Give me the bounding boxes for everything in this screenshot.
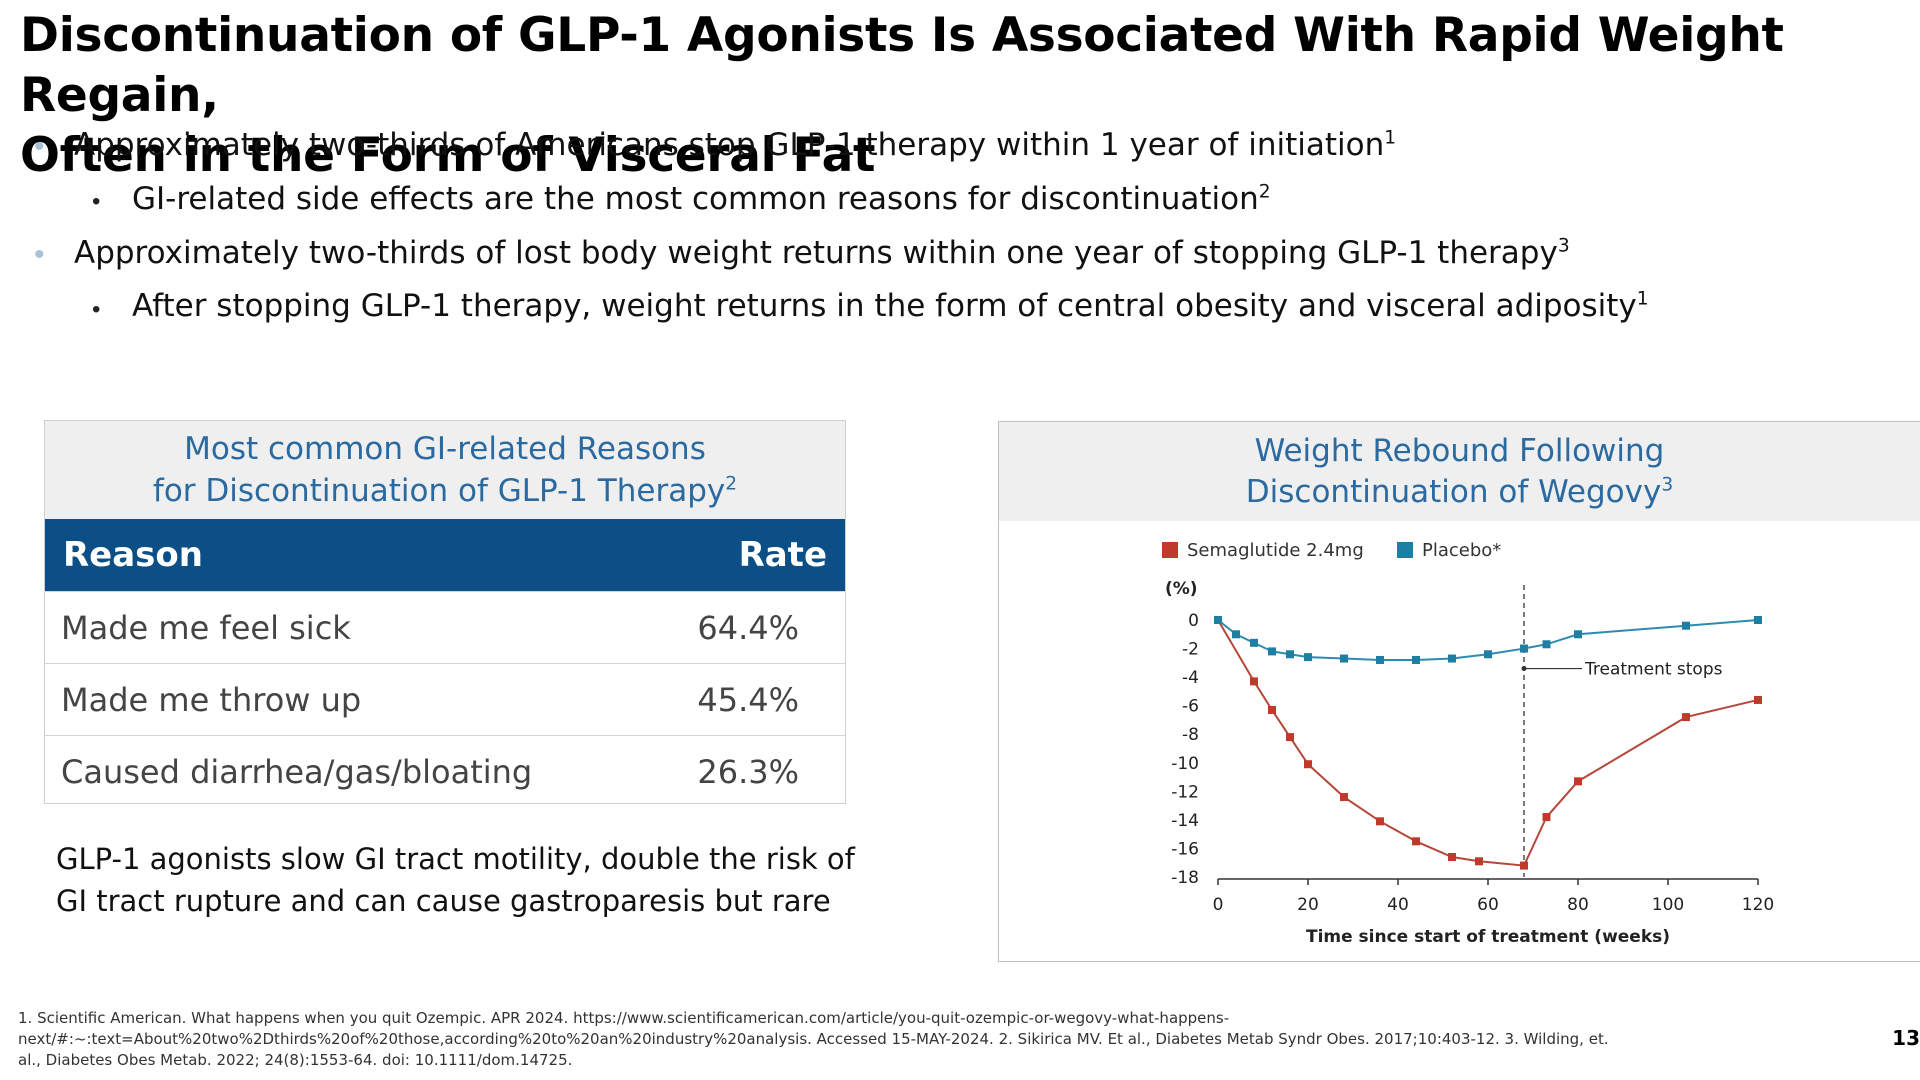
y-tick-label: -2: [1182, 640, 1199, 660]
data-point-placebo: [1542, 640, 1551, 649]
bullet-dot: •: [34, 130, 45, 163]
table-title: Most common GI-related Reasons for Disco…: [45, 421, 845, 519]
data-point-placebo: [1250, 638, 1258, 647]
data-point-placebo: [1376, 655, 1384, 664]
gi-risk-note: GLP-1 agonists slow GI tract motility, d…: [56, 838, 876, 922]
legend-swatch: [1397, 542, 1413, 558]
bullet-item-1: Approximately two-thirds of Americans st…: [74, 127, 1397, 163]
reference-line: al., Diabetes Obes Metab. 2022; 24(8):15…: [18, 1051, 573, 1069]
table-title-line2: for Discontinuation of GLP-1 Therapy2: [152, 473, 738, 509]
legend-label: Placebo*: [1422, 540, 1501, 561]
column-header-rate: Rate: [738, 535, 827, 575]
data-point-semaglutide: [1574, 777, 1582, 786]
x-tick-label: 40: [1387, 895, 1409, 915]
bullet-item-3: Approximately two-thirds of lost body we…: [74, 235, 1570, 271]
reason-cell: Caused diarrhea/gas/bloating: [61, 752, 533, 791]
rate-cell: 45.4%: [697, 680, 799, 719]
data-point-semaglutide: [1475, 857, 1483, 866]
column-header-reason: Reason: [63, 535, 203, 575]
table-row: Made me throw up 45.4%: [45, 663, 845, 735]
data-point-placebo: [1448, 654, 1456, 663]
data-point-semaglutide: [1376, 817, 1384, 826]
note-line2: GI tract rupture and can cause gastropar…: [56, 884, 831, 918]
slide-title-line1: Discontinuation of GLP-1 Agonists Is Ass…: [20, 8, 1784, 123]
data-point-semaglutide: [1286, 733, 1294, 742]
rate-cell: 26.3%: [697, 752, 799, 791]
data-point-placebo: [1574, 630, 1582, 639]
x-tick-label: 60: [1477, 895, 1499, 915]
y-tick-label: 0: [1188, 611, 1199, 631]
chart-title: Weight Rebound Following Discontinuation…: [999, 422, 1920, 521]
data-point-semaglutide: [1304, 760, 1312, 769]
reason-cell: Made me feel sick: [61, 608, 351, 647]
data-point-placebo: [1304, 653, 1312, 662]
chart-plot: Semaglutide 2.4mg Placebo* (%) 0 -2 -4 -6 -8 -10…: [1162, 540, 1774, 947]
note-line1: GLP-1 agonists slow GI tract motility, d…: [56, 842, 855, 876]
data-point-semaglutide: [1754, 695, 1762, 704]
y-tick-label: -14: [1171, 811, 1199, 831]
table-title-line1: Most common GI-related Reasons: [184, 431, 706, 467]
x-tick-label: 20: [1297, 895, 1319, 915]
slide-title: Discontinuation of GLP-1 Agonists Is Ass…: [20, 6, 1900, 186]
chart-title-line1: Weight Rebound Following: [1254, 432, 1665, 469]
table-row: Made me feel sick 64.4%: [45, 591, 845, 663]
x-axis-label: Time since start of treatment (weeks): [1306, 927, 1670, 947]
series-line-placebo: [1217, 619, 1759, 661]
bullet-item-2: GI-related side effects are the most com…: [132, 181, 1271, 217]
reasons-table: Most common GI-related Reasons for Disco…: [44, 420, 846, 804]
legend-swatch: [1162, 542, 1178, 558]
y-tick-label: -12: [1171, 782, 1199, 802]
rate-cell: 64.4%: [697, 608, 799, 647]
reason-cell: Made me throw up: [61, 680, 362, 719]
y-tick-label: -8: [1182, 725, 1199, 745]
sub-bullet-dot: •: [92, 296, 101, 323]
data-point-placebo: [1484, 650, 1492, 659]
weight-rebound-chart: Weight Rebound Following Discontinuation…: [998, 421, 1920, 962]
data-point-placebo: [1682, 621, 1690, 630]
data-point-semaglutide: [1520, 861, 1528, 870]
data-point-placebo: [1268, 647, 1276, 656]
data-point-semaglutide: [1412, 837, 1420, 846]
table-header: Reason Rate: [45, 519, 845, 591]
data-point-semaglutide: [1268, 705, 1276, 714]
bullet-item-4: After stopping GLP-1 therapy, weight ret…: [132, 288, 1649, 324]
references: 1. Scientific American. What happens whe…: [18, 1008, 1618, 1071]
data-point-placebo: [1340, 654, 1348, 663]
y-axis-unit: (%): [1165, 579, 1198, 599]
data-point-semaglutide: [1250, 677, 1258, 686]
data-point-placebo: [1214, 616, 1222, 624]
data-point-semaglutide: [1448, 853, 1456, 862]
data-point-semaglutide: [1340, 793, 1348, 802]
x-tick-label: 120: [1742, 895, 1774, 915]
reference-line: 1. Scientific American. What happens whe…: [18, 1009, 1230, 1027]
data-point-semaglutide: [1542, 813, 1551, 822]
sub-bullet-dot: •: [92, 188, 101, 215]
reference-line: next/#:~:text=About%20two%2Dthirds%20of%…: [18, 1030, 1609, 1048]
data-point-semaglutide: [1682, 713, 1690, 722]
data-point-placebo: [1286, 650, 1294, 659]
chart-title-line2: Discontinuation of Wegovy3: [1245, 473, 1674, 510]
x-tick-label: 80: [1567, 895, 1589, 915]
bullet-dot: •: [34, 238, 45, 271]
y-tick-label: -6: [1182, 697, 1199, 717]
x-tick-label: 0: [1213, 895, 1224, 915]
x-tick-label: 100: [1652, 895, 1684, 915]
annotation-label: Treatment stops: [1584, 660, 1723, 680]
legend-label: Semaglutide 2.4mg: [1187, 540, 1364, 561]
data-point-placebo: [1754, 616, 1762, 624]
slide-title-line2: Often in the Form of Visceral Fat: [20, 128, 876, 183]
table-row: Caused diarrhea/gas/bloating 26.3%: [45, 735, 845, 807]
y-tick-label: -18: [1171, 868, 1199, 888]
y-tick-label: -10: [1171, 754, 1199, 774]
data-point-placebo: [1412, 655, 1420, 664]
y-tick-label: -4: [1182, 668, 1199, 688]
page-number: 13: [1892, 1026, 1920, 1050]
y-tick-label: -16: [1171, 839, 1199, 859]
data-point-placebo: [1232, 630, 1240, 639]
data-point-placebo: [1520, 644, 1528, 653]
